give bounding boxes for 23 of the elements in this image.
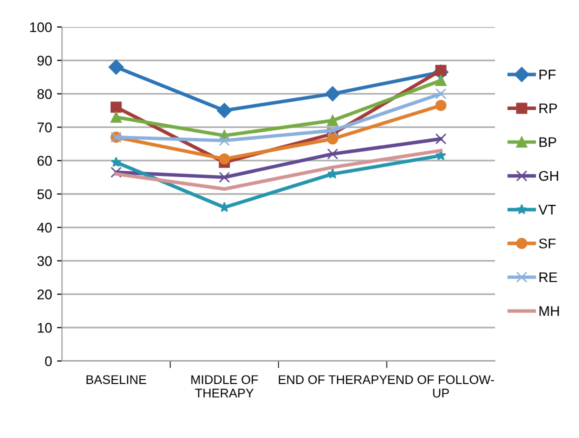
- y-tick-label: 40: [37, 222, 52, 233]
- y-tick-label: 10: [38, 322, 52, 333]
- legend-label: VT: [538, 204, 556, 214]
- legend-label: MH: [540, 306, 559, 316]
- x-tick-label: END OF THERAPY: [278, 375, 388, 384]
- legend-label: SF: [539, 238, 556, 248]
- y-tick-label: 100: [30, 22, 52, 32]
- x-tick-label: BASELINE: [86, 375, 146, 384]
- y-tick-label: 20: [38, 290, 52, 300]
- y-tick-label: 60: [38, 156, 52, 166]
- x-tick-label: MIDDLE OF THERAPY: [191, 375, 258, 398]
- x-tick-label: END OF FOLLOW- UP: [388, 375, 494, 398]
- y-tick-label: 90: [37, 56, 52, 66]
- y-tick-label: 80: [37, 89, 52, 99]
- legend-label: RE: [540, 272, 558, 282]
- legend-label: GH: [539, 171, 558, 181]
- legend-label: PF: [540, 70, 556, 80]
- y-tick-label: 50: [37, 189, 52, 200]
- legend-label: BP: [540, 137, 556, 147]
- y-tick-label: 0: [45, 356, 52, 366]
- y-tick-label: 70: [38, 122, 52, 132]
- y-tick-label: 30: [37, 256, 52, 266]
- legend-label: RP: [540, 104, 557, 114]
